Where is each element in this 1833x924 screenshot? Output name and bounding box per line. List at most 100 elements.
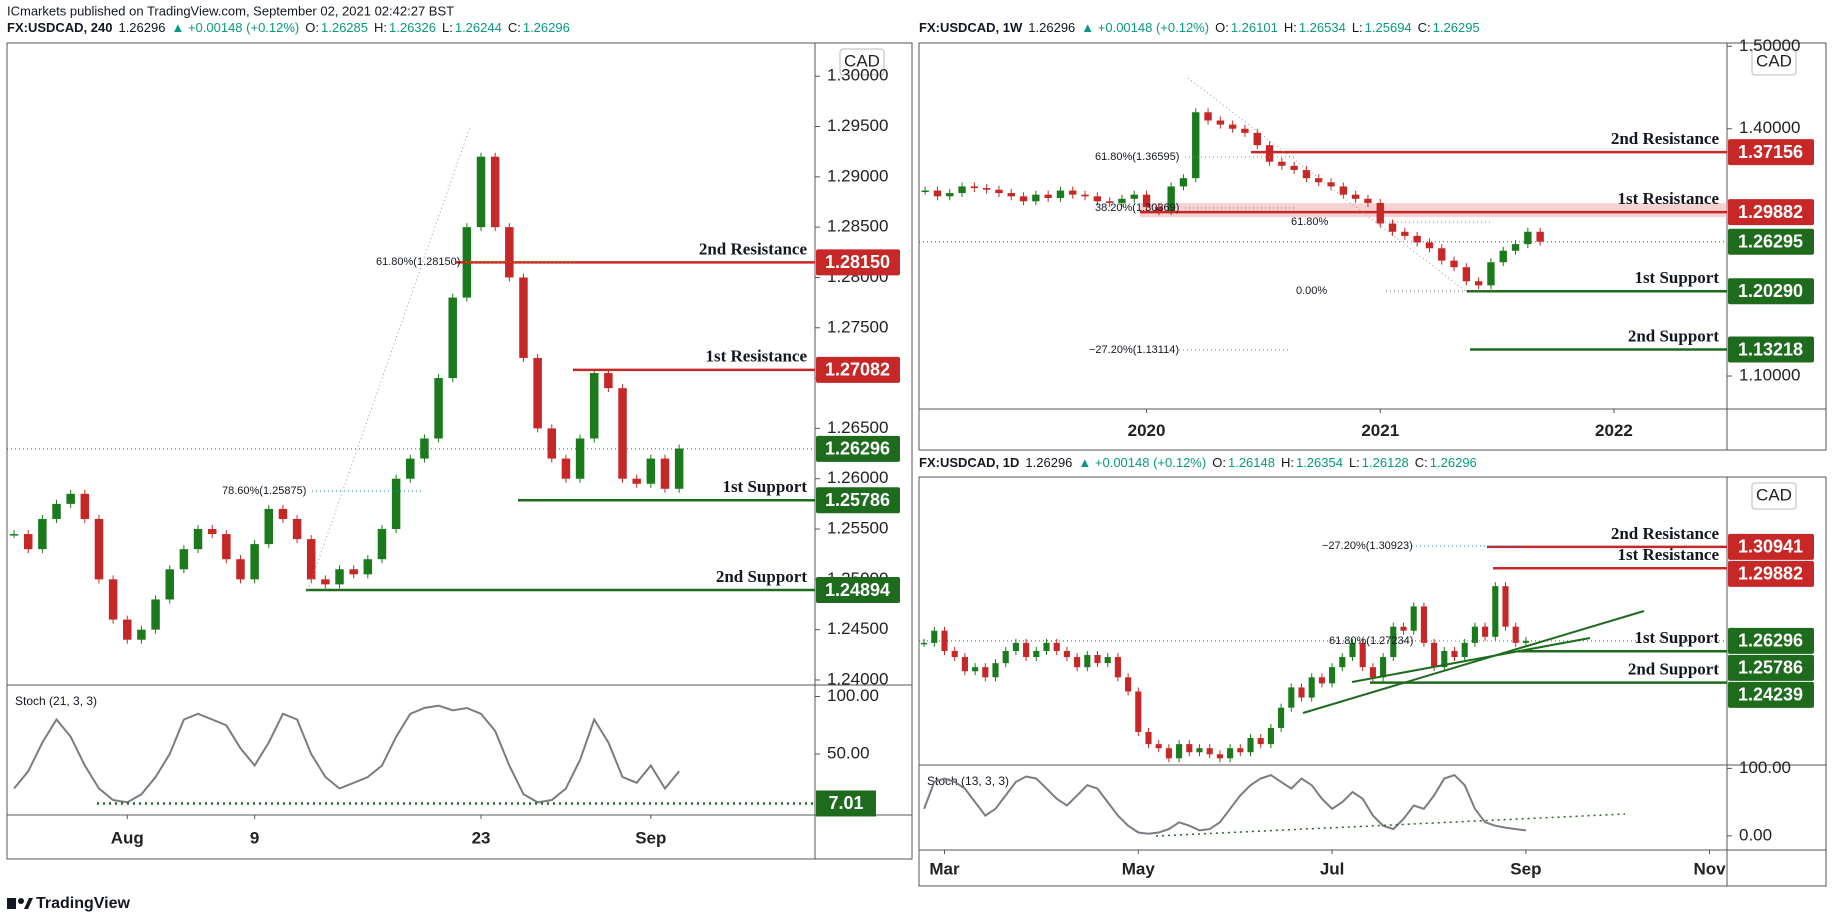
header-part: 1.26101 [1231, 20, 1278, 35]
price-box [816, 356, 900, 383]
price-box-label: 1.20290 [1738, 281, 1803, 301]
candle [618, 388, 627, 479]
candle [1253, 132, 1261, 146]
candle [165, 569, 174, 600]
candle [1228, 124, 1237, 129]
price-box-label: 1.30941 [1738, 537, 1803, 557]
price-box-label: 1.25786 [1738, 658, 1803, 678]
price-box [1728, 199, 1814, 226]
header-part: 1.26296 [523, 20, 570, 35]
candle [1413, 235, 1421, 243]
candle [1204, 112, 1212, 121]
candle [941, 630, 948, 651]
candle [1081, 194, 1089, 197]
candle [1019, 196, 1028, 202]
level-name: 2nd Support [1628, 659, 1720, 678]
candle [1104, 657, 1111, 664]
y-tick-label: 1.29500 [827, 116, 888, 135]
stoch-title: Stoch (13, 3, 3) [927, 774, 1009, 788]
candle [1308, 677, 1315, 698]
header-part: C: [508, 20, 521, 35]
header-part: 1.26296 [1025, 455, 1072, 470]
candle [1227, 748, 1234, 759]
y-tick-label: 1.28500 [827, 217, 888, 236]
candle [1012, 642, 1019, 651]
trend-line [1351, 637, 1591, 683]
stoch-line [13, 704, 680, 804]
price-box-label: 1.29882 [1738, 202, 1803, 222]
price-box-label: 1.25786 [825, 490, 890, 510]
x-tick-label: Jul [1320, 859, 1345, 878]
candle [1441, 650, 1448, 668]
candle [1420, 606, 1427, 643]
candle [1315, 178, 1323, 183]
stoch-trend-line [1155, 813, 1626, 837]
price-box [1728, 336, 1814, 363]
panel-frame [918, 42, 1827, 451]
level-name: 1st Support [722, 477, 807, 496]
header-part: 1.26128 [1362, 455, 1409, 470]
y-tick-label: 1.30000 [827, 66, 888, 85]
fib-label: −27.20%(1.13114) [1089, 344, 1179, 356]
candle [1522, 640, 1529, 643]
candle [1278, 707, 1285, 728]
x-tick-label: 23 [472, 828, 491, 847]
price-box [816, 435, 900, 462]
candle [1267, 727, 1274, 745]
header-part: 1.25694 [1365, 20, 1412, 35]
x-tick-label: Sep [1510, 859, 1541, 878]
candle [80, 493, 90, 519]
candle [1002, 650, 1009, 664]
level-name: 1st Resistance [1617, 545, 1719, 564]
price-box [1728, 681, 1814, 708]
candle [264, 508, 274, 545]
candle [1471, 626, 1478, 643]
logo-dot [18, 898, 24, 904]
y-tick-label: 1.25500 [827, 519, 888, 538]
currency-label: CAD [1756, 51, 1792, 70]
candle [1023, 642, 1030, 658]
candle [1216, 754, 1223, 759]
y-tick-label: 1.26500 [827, 418, 888, 437]
level-name: 1st Resistance [1617, 189, 1719, 208]
candle [1007, 193, 1015, 197]
price-box [1728, 278, 1814, 305]
candle [1069, 190, 1077, 195]
candle [604, 373, 613, 389]
candle [1257, 738, 1264, 745]
candle [1390, 626, 1397, 658]
x-tick-label: Aug [111, 828, 144, 847]
candle [52, 503, 61, 519]
candle [1135, 691, 1142, 732]
stoch-tick-label: 50.00 [827, 744, 870, 763]
candle [1192, 112, 1200, 179]
candle [151, 599, 160, 630]
candle [1359, 642, 1366, 668]
candle [946, 193, 954, 197]
x-tick-label: 2021 [1361, 421, 1399, 440]
candle [982, 667, 989, 678]
price-box-label: 1.29882 [1738, 564, 1803, 584]
candle [1130, 194, 1138, 199]
stoch-line [923, 773, 1527, 835]
header-part: H: [1281, 455, 1294, 470]
stoch-title: Stoch (21, 3, 3) [15, 694, 97, 708]
level-name: 2nd Support [1628, 326, 1720, 345]
candle [222, 534, 231, 560]
header-part: C: [1418, 20, 1431, 35]
candle [1074, 657, 1081, 668]
header-part: 1.26285 [321, 20, 368, 35]
price-box-label: 1.26296 [1738, 631, 1803, 651]
y-tick-label: 1.40000 [1739, 118, 1800, 137]
candle [1053, 642, 1060, 651]
candle [292, 518, 302, 540]
candle [660, 458, 670, 489]
stoch-tick-label: 100.00 [827, 686, 879, 705]
x-tick-label: Sep [635, 828, 666, 847]
header-part: 1.26296 [1430, 455, 1477, 470]
candle [1165, 748, 1172, 759]
candle [982, 188, 991, 190]
candle [321, 579, 330, 585]
candle [406, 458, 415, 479]
